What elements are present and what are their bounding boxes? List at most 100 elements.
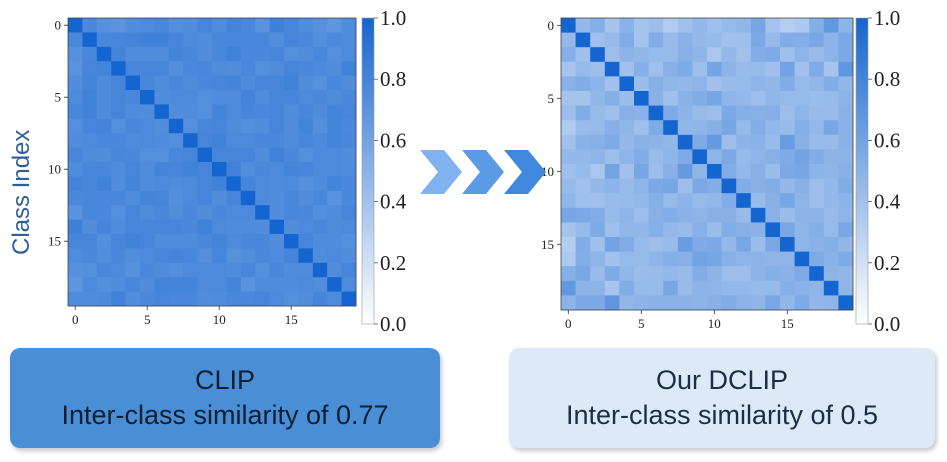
heatmap-cell: [327, 291, 342, 307]
heatmap-cell: [240, 18, 256, 33]
heatmap-cell: [794, 266, 810, 282]
heatmap-cell: [140, 248, 155, 264]
heatmap-cell: [240, 219, 256, 235]
heatmap-cell: [765, 164, 781, 179]
heatmap-cell: [707, 295, 722, 311]
heatmap-cell: [561, 120, 576, 136]
heatmap-cell: [692, 91, 708, 106]
y-axis-label: Class Index: [8, 129, 35, 255]
heatmap-cell: [765, 193, 781, 209]
heatmap-cell: [284, 46, 299, 62]
heatmap-cell: [604, 120, 620, 136]
heatmap-cell: [780, 61, 795, 77]
heatmap-cell: [312, 61, 328, 76]
heatmap-cell: [765, 266, 781, 282]
heatmap-cell: [721, 32, 737, 48]
heatmap-cell: [677, 105, 693, 121]
heatmap-cell: [82, 90, 98, 105]
heatmap-cell: [692, 134, 708, 150]
heatmap-cell: [197, 277, 213, 292]
heatmap-cell: [96, 133, 112, 148]
heatmap-cell: [298, 234, 314, 249]
heatmap-cell: [240, 234, 256, 249]
heatmap-cell: [809, 47, 825, 63]
heatmap-cell: [619, 266, 635, 282]
colorbar-tick-label: 0.2: [874, 251, 900, 275]
y-tick-label: 10: [541, 164, 554, 179]
heatmap-cell: [823, 32, 839, 48]
heatmap-cell: [125, 190, 141, 206]
heatmap-cell: [677, 76, 693, 92]
heatmap-cell: [341, 32, 357, 48]
heatmap-cell: [809, 266, 825, 282]
heatmap-cell: [677, 237, 693, 252]
heatmap-cell: [183, 18, 198, 33]
heatmap-cell: [82, 205, 98, 220]
heatmap-cell: [140, 234, 155, 249]
heatmap-cell: [590, 134, 606, 150]
heatmap-cell: [648, 207, 664, 223]
heatmap-cell: [240, 277, 256, 292]
heatmap-cell: [823, 149, 839, 165]
heatmap-cell: [561, 295, 576, 311]
heatmap-cell: [721, 237, 737, 252]
heatmap-cell: [707, 91, 722, 106]
heatmap-cell: [298, 190, 314, 206]
heatmap-cell: [780, 149, 795, 165]
heatmap-cell: [226, 90, 242, 105]
heatmap-cell: [823, 164, 839, 179]
heatmap-cell: [707, 149, 722, 165]
colorbar-tick-label: 1.0: [380, 6, 406, 30]
heatmap-cell: [140, 262, 155, 278]
heatmap-cell: [721, 120, 737, 136]
heatmap-cell: [111, 291, 126, 307]
heatmap-cell: [809, 91, 825, 106]
heatmap-cell: [619, 164, 635, 179]
heatmap-cell: [663, 237, 679, 252]
heatmap-cell: [341, 90, 357, 105]
heatmap-cell: [226, 162, 242, 177]
heatmap-cell: [604, 266, 620, 282]
heatmap-cell: [823, 178, 839, 194]
heatmap-cell: [663, 207, 679, 223]
heatmap-cell: [663, 105, 679, 121]
heatmap-cell: [590, 105, 606, 121]
heatmap-cell: [677, 295, 693, 311]
heatmap-cell: [590, 164, 606, 179]
heatmap-cell: [823, 76, 839, 92]
heatmap-cell: [780, 237, 795, 252]
heatmap-cell: [96, 46, 112, 62]
heatmap-cell: [736, 134, 752, 150]
heatmap-cell: [663, 280, 679, 296]
heatmap-cell: [561, 32, 576, 48]
colorbar-tick-label: 1.0: [874, 6, 900, 30]
colorbar-tick-label: 0.6: [380, 128, 406, 152]
heatmap-cell: [750, 149, 766, 165]
heatmap-cell: [590, 280, 606, 296]
heatmap-cell: [341, 104, 357, 120]
heatmap-cell: [327, 133, 342, 148]
heatmap-cell: [284, 219, 299, 235]
heatmap-cell: [780, 266, 795, 282]
heatmap-cell: [707, 105, 722, 121]
x-tick-label: 15: [781, 316, 794, 331]
heatmap-cell: [298, 104, 314, 120]
y-tick-label: 0: [548, 18, 555, 33]
heatmap-cell: [183, 219, 198, 235]
heatmap-cell: [154, 262, 170, 278]
heatmap-cell: [312, 277, 328, 292]
heatmap-cell: [226, 18, 242, 33]
heatmap-cell: [750, 134, 766, 150]
heatmap-cell: [125, 219, 141, 235]
heatmap-cell: [111, 133, 126, 148]
heatmap-cell: [212, 75, 227, 91]
heatmap-cell: [284, 61, 299, 76]
heatmap-cell: [604, 91, 620, 106]
heatmap-cell: [240, 90, 256, 105]
heatmap-cell: [168, 205, 184, 220]
heatmap-cell: [634, 193, 649, 209]
colorbar-tick-label: 0.6: [874, 128, 900, 152]
heatmap-cell: [838, 76, 854, 92]
heatmap-cell: [619, 120, 635, 136]
